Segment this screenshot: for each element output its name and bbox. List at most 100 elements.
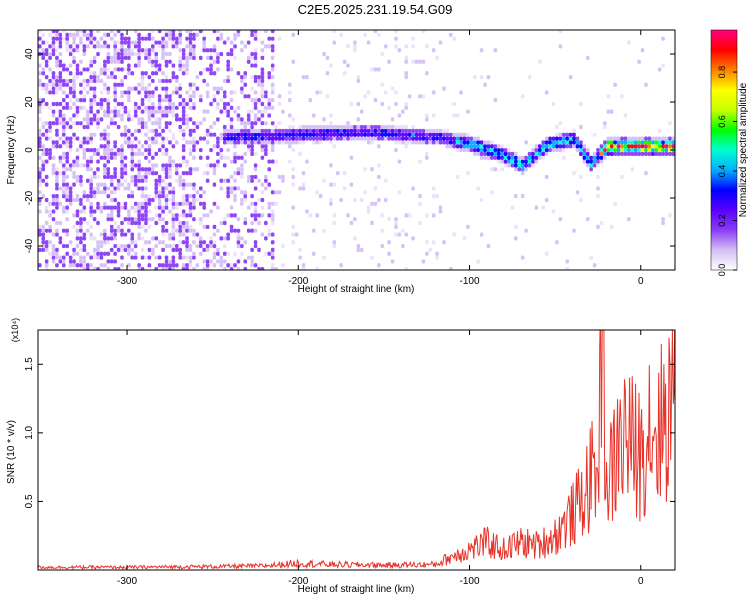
spectrogram-cell [260,90,265,95]
spectrogram-cell [181,197,186,203]
spectrogram-cell [671,151,675,156]
spectrogram-cell [85,82,90,87]
spectrogram-cell [226,63,230,68]
spectrogram-cell [322,67,326,72]
spectrogram-cell [668,155,672,160]
spectrogram-cell [161,171,165,176]
spectrogram-cell [253,90,258,95]
spectrogram-cell [178,163,183,168]
spectrogram-cell [133,101,138,107]
spectrogram-cell [315,213,320,218]
spectrogram-cell [133,105,138,110]
spectrogram-cell [140,209,145,214]
spectrogram-cell [514,171,518,176]
spectrogram-cell [44,209,49,214]
spectrogram-cell [164,63,169,68]
spectrogram-cell [592,159,597,164]
spectrogram-cell [226,167,230,172]
spectrogram-cell [192,251,196,256]
spectrogram-cell [147,243,152,249]
spectrogram-cell [212,30,217,34]
spectrogram-cell [212,167,217,172]
spectrogram-cell [520,140,525,145]
spectrogram-cell [61,63,66,68]
spectrogram-cell [61,78,66,84]
spectrogram-cell [623,140,628,145]
spectrogram-cell [99,209,104,214]
spectrogram-cell [236,117,241,122]
spectrogram-cell [397,159,402,164]
spectrogram-cell [140,267,145,270]
spectrogram-cell [109,259,114,264]
spectrogram-cell [202,224,206,229]
spectrogram-cell [68,78,73,84]
spectrogram-cell [229,186,234,191]
spectrogram-cell [99,136,104,141]
spectrogram-cell [661,263,665,268]
spectrogram-cell [219,228,224,233]
spectrogram-cell [442,144,446,149]
spectrogram-cell [48,67,52,72]
spectrogram-cell [130,232,135,237]
spectrogram-cell [171,109,176,114]
spectrogram-cell [85,163,90,168]
spectrogram-cell [103,240,107,245]
spectrogram-cell [603,155,607,160]
spectrogram-cell [219,36,224,41]
spectrogram-cell [157,98,162,103]
spectrogram-cell [613,147,617,153]
spectrogram-cell [178,55,183,60]
spectrogram-cell [565,144,570,149]
spectrogram-cell [116,82,121,87]
spectrogram-cell [637,59,641,64]
spectrogram-cell [181,109,186,114]
spectrogram-cell [452,136,456,141]
spectrogram-cell [65,144,69,149]
spectrogram-cell [178,205,183,210]
spectrogram-cell [435,194,439,199]
spectrogram-cell [421,105,426,110]
spectrogram-cell [55,201,59,206]
spectrogram-cell [277,121,282,126]
spectrogram-cell [58,236,63,241]
spectrogram-cell [185,182,189,187]
spectrogram-cell [226,144,230,149]
spectrogram-cell [394,36,398,41]
spectrogram-cell [507,155,511,160]
spectrogram-cell [623,151,628,156]
spectrogram-cell [127,90,131,95]
spectrogram-cell [38,232,42,237]
spectrogram-cell [113,98,117,103]
spectrogram-cell [579,140,583,145]
spectrogram-cell [222,94,227,99]
spectrogram-cell [205,94,210,99]
spectrogram-cell [606,144,611,149]
spectrogram-cell [123,51,128,57]
spectrogram-cell [164,59,169,64]
spectrogram-cell [164,124,169,130]
snr-y-tick-label: 1.5 [24,357,35,371]
spectrogram-cell [222,140,227,145]
spectrogram-cell [627,217,631,222]
spectrogram-cell [424,124,429,130]
spectrogram-cell [229,224,234,229]
spectrogram-cell [599,140,604,145]
spectrogram-cell [424,71,429,76]
spectrogram-cell [342,128,347,133]
spectrogram-cell [164,136,169,141]
spectrogram-cell [51,243,56,249]
spectrogram-cell [298,78,302,84]
spectrogram-cell [589,159,593,164]
spectrogram-cell [154,220,159,226]
spectrogram-cell [109,75,114,80]
spectrogram-cell [151,105,155,110]
spectrogram-cell [651,151,655,156]
spectrogram-cell [551,136,556,141]
spectrogram-cell [106,101,111,107]
spectrogram-cell [103,209,107,214]
spectrogram-cell [240,167,244,172]
spectrogram-cell [106,98,111,103]
spectrogram-cell [113,144,117,149]
spectrogram-cell [609,140,614,145]
spectrogram-cell [92,40,97,45]
